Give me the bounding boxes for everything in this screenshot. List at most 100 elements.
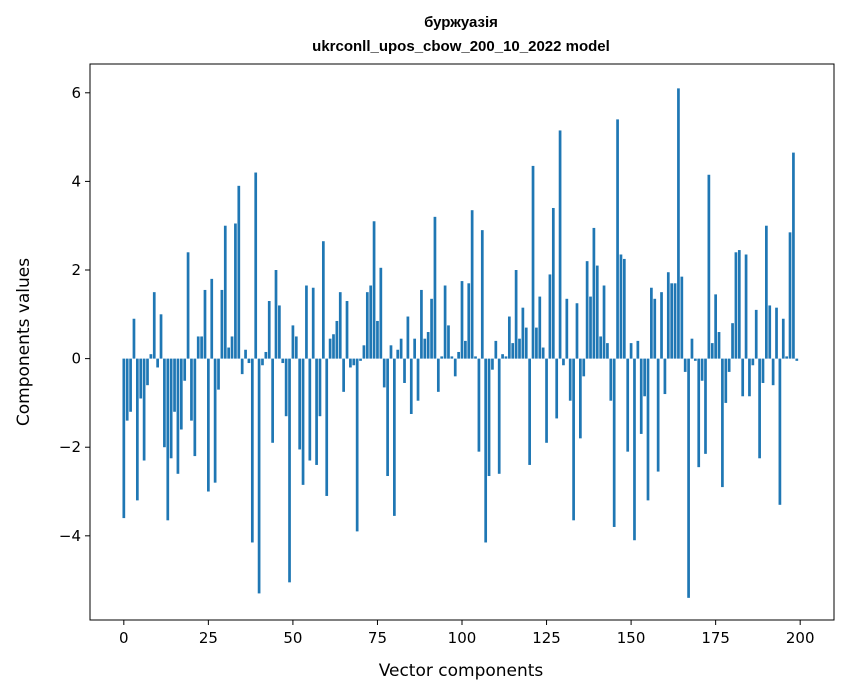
bar-59 [321, 241, 325, 359]
bar-125 [545, 358, 548, 443]
bar-54 [305, 285, 308, 359]
bar-194 [778, 358, 782, 505]
bar-79 [389, 345, 393, 359]
bar-85 [409, 358, 413, 414]
bar-124 [541, 347, 545, 359]
bar-191 [768, 305, 772, 359]
bar-154 [643, 358, 646, 397]
bar-135 [579, 358, 582, 439]
bar-44 [271, 358, 274, 443]
bar-126 [548, 274, 552, 359]
x-tick-label-200: 200 [786, 629, 815, 647]
bar-5 [139, 358, 143, 399]
bar-104 [474, 356, 477, 359]
bar-38 [250, 358, 254, 543]
bar-61 [328, 338, 332, 359]
bar-161 [666, 272, 670, 359]
bar-181 [734, 252, 738, 359]
y-tick-label-4: 4 [71, 172, 81, 190]
bar-96 [447, 325, 450, 359]
y-tick-label-6: 6 [71, 84, 81, 102]
bar-26 [210, 278, 214, 359]
plot-frame [89, 63, 835, 621]
x-tick-label-75: 75 [368, 629, 387, 647]
bar-90 [426, 332, 430, 359]
bar-70 [359, 358, 362, 361]
bar-186 [751, 358, 755, 366]
bar-197 [788, 232, 792, 359]
bar-37 [247, 358, 251, 364]
bar-111 [497, 358, 501, 474]
bar-78 [386, 358, 389, 477]
bar-165 [680, 276, 684, 359]
bar-105 [477, 358, 481, 452]
bar-187 [754, 309, 758, 359]
bar-45 [274, 270, 278, 359]
bar-67 [349, 358, 352, 368]
bar-178 [724, 358, 728, 403]
bar-139 [592, 227, 596, 359]
bar-24 [203, 289, 207, 359]
bar-34 [237, 185, 241, 359]
bar-174 [710, 343, 714, 359]
bar-145 [612, 358, 616, 527]
bar-18 [183, 358, 187, 381]
bar-60 [325, 358, 329, 496]
bar-179 [727, 358, 731, 372]
bar-74 [372, 221, 376, 359]
bar-76 [379, 267, 383, 359]
bar-30 [223, 225, 227, 359]
bar-188 [758, 358, 761, 459]
bar-25 [207, 358, 210, 492]
x-tick-label-125: 125 [532, 629, 561, 647]
bar-119 [524, 327, 528, 359]
bar-42 [264, 351, 268, 359]
bar-102 [467, 283, 471, 359]
bar-158 [656, 358, 660, 472]
x-tick-label-175: 175 [701, 629, 730, 647]
bar-39 [254, 172, 258, 359]
bar-128 [555, 358, 559, 419]
bar-4 [135, 358, 139, 501]
bar-129 [558, 130, 562, 359]
bar-52 [298, 358, 302, 450]
y-axis-ticks: −4 −2 0 2 4 6 [59, 84, 90, 545]
bar-162 [670, 283, 674, 359]
chart-title-line1: буржуазія [424, 14, 498, 31]
bar-183 [741, 358, 745, 397]
bar-180 [731, 323, 734, 359]
y-axis-label: Components values [14, 258, 34, 426]
bar-149 [626, 358, 630, 452]
bar-166 [683, 358, 687, 372]
bar-73 [369, 285, 373, 359]
bar-167 [687, 358, 690, 598]
bar-16 [176, 358, 180, 474]
bar-122 [535, 327, 538, 359]
bar-0 [122, 358, 126, 519]
bar-127 [551, 207, 555, 359]
bar-136 [582, 358, 586, 377]
bar-65 [342, 358, 345, 392]
bar-68 [352, 358, 356, 366]
bar-1 [125, 358, 129, 421]
bar-9 [152, 292, 156, 359]
bar-100 [460, 281, 464, 359]
x-tick-label-50: 50 [283, 629, 302, 647]
bar-84 [406, 316, 410, 359]
bar-118 [521, 307, 525, 359]
bar-28 [217, 358, 220, 390]
bar-7 [146, 358, 149, 386]
bar-17 [179, 358, 183, 430]
bar-134 [575, 303, 579, 359]
bar-110 [494, 340, 498, 359]
bar-19 [186, 252, 190, 359]
x-axis-ticks: 0 25 50 75 100 125 150 175 200 [119, 620, 815, 647]
bar-33 [234, 223, 237, 359]
bar-69 [355, 358, 359, 532]
bar-113 [504, 356, 508, 359]
bar-48 [284, 358, 288, 417]
bar-3 [132, 318, 136, 359]
bar-57 [315, 358, 318, 465]
bar-22 [196, 336, 200, 359]
